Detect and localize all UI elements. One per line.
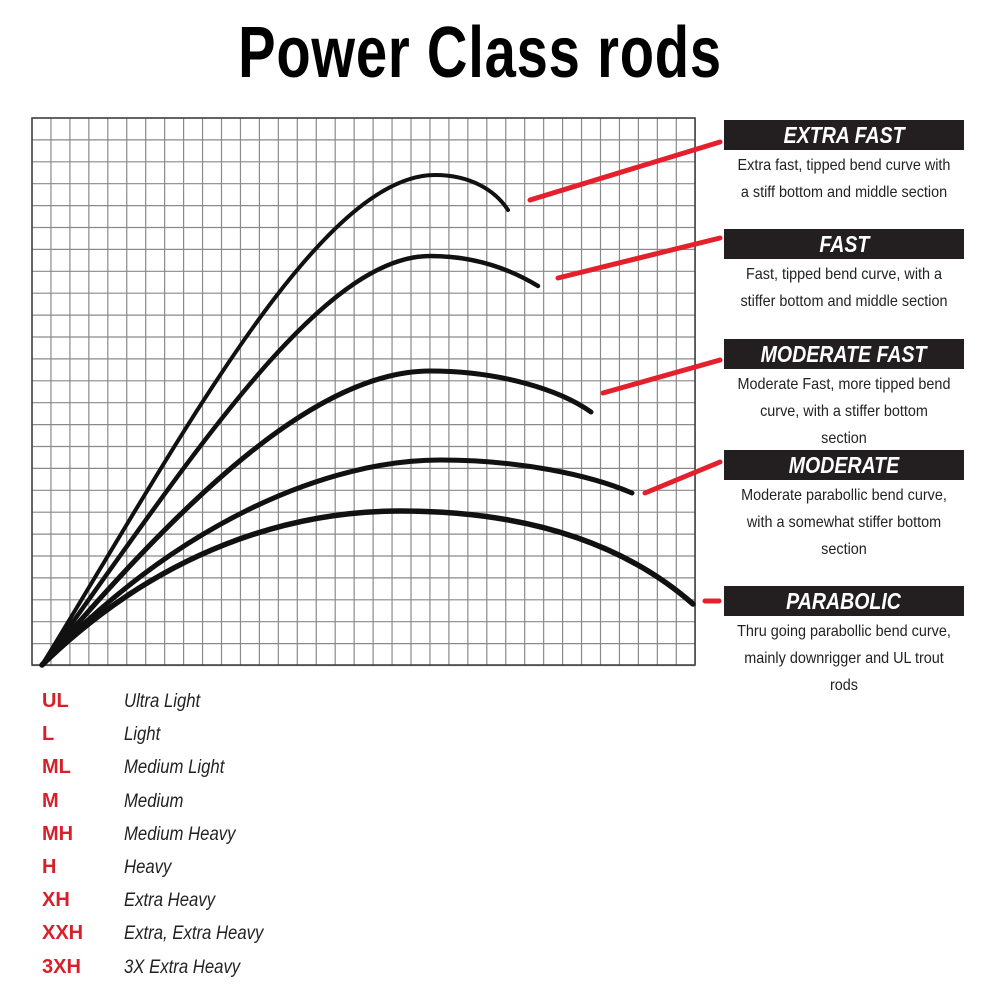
power-name: Extra Heavy — [124, 890, 216, 912]
action-description: Thru going parabollic bend curve, mainly… — [737, 623, 951, 694]
grid-border — [31, 117, 696, 666]
power-name: Extra, Extra Heavy — [124, 923, 264, 945]
pointer-moderate-fast — [600, 357, 723, 396]
power-name: Ultra Light — [124, 691, 201, 712]
action-title: PARABOLIC — [786, 588, 902, 614]
power-code: XH — [42, 889, 70, 912]
action-fast: FAST Fast, tipped bend curve, with a sti… — [724, 229, 964, 315]
curve-moderate — [39, 457, 635, 668]
action-description: Moderate Fast, more tipped bend curve, w… — [737, 376, 951, 447]
action-title: MODERATE — [788, 452, 900, 478]
page-title: Power Class rods — [238, 13, 722, 93]
curve-extra-fast — [40, 172, 510, 667]
action-description: Fast, tipped bend curve, with a stiffer … — [740, 266, 948, 310]
power-code: ML — [42, 756, 71, 779]
curve-parabolic — [39, 508, 696, 668]
action-description: Extra fast, tipped bend curve with a sti… — [737, 157, 951, 201]
power-code: MH — [42, 822, 74, 845]
power-name: Heavy — [124, 857, 172, 878]
pointer-fast — [555, 235, 723, 281]
action-title: MODERATE FAST — [761, 341, 927, 367]
action-extra-fast: EXTRA FAST Extra fast, tipped bend curve… — [724, 120, 964, 206]
power-code: M — [42, 789, 59, 812]
curve-fast — [39, 253, 541, 668]
action-description: Moderate parabollic bend curve, with a s… — [741, 487, 947, 558]
action-moderate-fast: MODERATE FAST Moderate Fast, more tipped… — [724, 339, 964, 452]
power-code: XXH — [42, 922, 84, 945]
action-title: FAST — [819, 231, 869, 257]
power-code: H — [42, 856, 57, 878]
pointer-moderate — [642, 459, 723, 496]
action-parabolic: PARABOLIC Thru going parabollic bend cur… — [724, 586, 964, 699]
power-name: Medium Heavy — [124, 823, 236, 845]
action-moderate: MODERATE Moderate parabollic bend curve,… — [724, 450, 964, 563]
action-title: EXTRA FAST — [783, 122, 905, 148]
power-name: Medium — [124, 790, 184, 812]
curve-moderate-fast — [39, 368, 594, 668]
power-code: L — [42, 723, 55, 746]
power-name: 3X Extra Heavy — [124, 956, 241, 978]
power-name: Light — [124, 724, 161, 746]
pointer-extra-fast — [527, 139, 723, 203]
power-code: 3XH — [42, 955, 81, 978]
power-code: UL — [42, 690, 69, 712]
power-name: Medium Light — [124, 757, 225, 779]
